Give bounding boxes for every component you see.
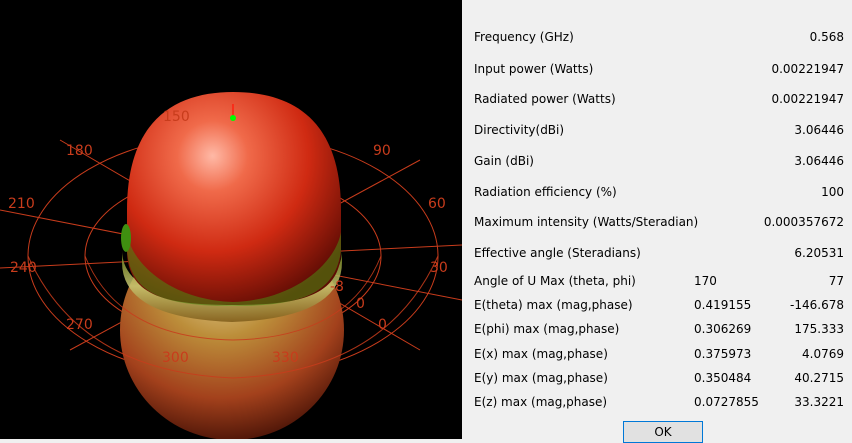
result-row-e-phi: E(phi) max (mag,phase) 0.306269 175.333 [462, 322, 852, 342]
result-label: E(y) max (mag,phase) [474, 371, 608, 385]
result-row-e-y: E(y) max (mag,phase) 0.350484 40.2715 [462, 371, 852, 391]
result-label: Angle of U Max (theta, phi) [474, 274, 636, 288]
result-value: 0.00221947 [771, 92, 844, 106]
result-row-radiation-efficiency: Radiation efficiency (%) 100 [462, 185, 852, 205]
result-value-magnitude: 0.419155 [694, 298, 752, 312]
result-row-effective-angle: Effective angle (Steradians) 6.20531 [462, 246, 852, 266]
result-row-angle-u-max: Angle of U Max (theta, phi) 170 77 [462, 274, 852, 294]
result-value-phase: 40.2715 [794, 371, 844, 385]
angle-label-90: 90 [373, 143, 391, 159]
result-row-gain: Gain (dBi) 3.06446 [462, 154, 852, 174]
result-label: E(x) max (mag,phase) [474, 347, 608, 361]
angle-label-330: 330 [272, 350, 299, 366]
result-label: Maximum intensity (Watts/Steradian) [474, 215, 699, 229]
result-label: Radiated power (Watts) [474, 92, 616, 106]
result-row-frequency: Frequency (GHz) 0.568 [462, 30, 852, 50]
upper-lobe [121, 92, 341, 306]
result-value-phase: 4.0769 [802, 347, 844, 361]
result-value: 3.06446 [794, 123, 844, 137]
result-value: 3.06446 [794, 154, 844, 168]
angle-label-minus8: -8 [330, 279, 344, 295]
result-label: E(z) max (mag,phase) [474, 395, 608, 409]
result-value-phase: -146.678 [790, 298, 844, 312]
result-value: 0.000357672 [763, 215, 844, 229]
result-value: 0.568 [809, 30, 844, 44]
result-value: 6.20531 [794, 246, 844, 260]
result-label: E(phi) max (mag,phase) [474, 322, 620, 336]
result-label: Input power (Watts) [474, 62, 594, 76]
result-value-phase: 175.333 [794, 322, 844, 336]
result-label: Frequency (GHz) [474, 30, 574, 44]
angle-label-270: 270 [66, 317, 93, 333]
result-row-e-z: E(z) max (mag,phase) 0.0727855 33.3221 [462, 395, 852, 415]
result-value-magnitude: 0.306269 [694, 322, 752, 336]
result-row-e-theta: E(theta) max (mag,phase) 0.419155 -146.6… [462, 298, 852, 318]
result-row-radiated-power: Radiated power (Watts) 0.00221947 [462, 92, 852, 112]
z-axis-marker [230, 104, 236, 121]
result-row-maximum-intensity: Maximum intensity (Watts/Steradian) 0.00… [462, 215, 852, 235]
result-value-magnitude: 0.350484 [694, 371, 752, 385]
results-panel: Frequency (GHz) 0.568 Input power (Watts… [462, 0, 852, 443]
result-label: Gain (dBi) [474, 154, 534, 168]
angle-label-60: 60 [428, 196, 446, 212]
result-value-phase: 33.3221 [794, 395, 844, 409]
result-value-phi: 77 [828, 274, 844, 288]
angle-label-240: 240 [10, 260, 37, 276]
angle-label-0: 0 [378, 317, 387, 333]
angle-label-210: 210 [8, 196, 35, 212]
result-row-input-power: Input power (Watts) 0.00221947 [462, 62, 852, 82]
result-label: Directivity(dBi) [474, 123, 565, 137]
angle-label-0-inner: 0 [356, 296, 365, 312]
angle-labels: 150 180 90 210 60 240 30 -8 0 270 0 300 … [8, 109, 448, 366]
angle-label-30: 30 [430, 260, 448, 276]
angle-label-300: 300 [162, 350, 189, 366]
result-value: 0.00221947 [771, 62, 844, 76]
result-value-magnitude: 0.375973 [694, 347, 752, 361]
result-row-e-x: E(x) max (mag,phase) 0.375973 4.0769 [462, 347, 852, 367]
result-label: E(theta) max (mag,phase) [474, 298, 633, 312]
result-value-magnitude: 0.0727855 [694, 395, 759, 409]
radiation-pattern-viewport[interactable]: 150 180 90 210 60 240 30 -8 0 270 0 300 … [0, 0, 462, 439]
result-label: Radiation efficiency (%) [474, 185, 617, 199]
ok-button[interactable]: OK [623, 421, 703, 443]
result-row-directivity: Directivity(dBi) 3.06446 [462, 123, 852, 143]
angle-label-150: 150 [163, 109, 190, 125]
result-value: 100 [821, 185, 844, 199]
angle-label-180: 180 [66, 143, 93, 159]
result-value-theta: 170 [694, 274, 717, 288]
result-label: Effective angle (Steradians) [474, 246, 641, 260]
radiation-pattern-3d: 150 180 90 210 60 240 30 -8 0 270 0 300 … [0, 92, 462, 439]
